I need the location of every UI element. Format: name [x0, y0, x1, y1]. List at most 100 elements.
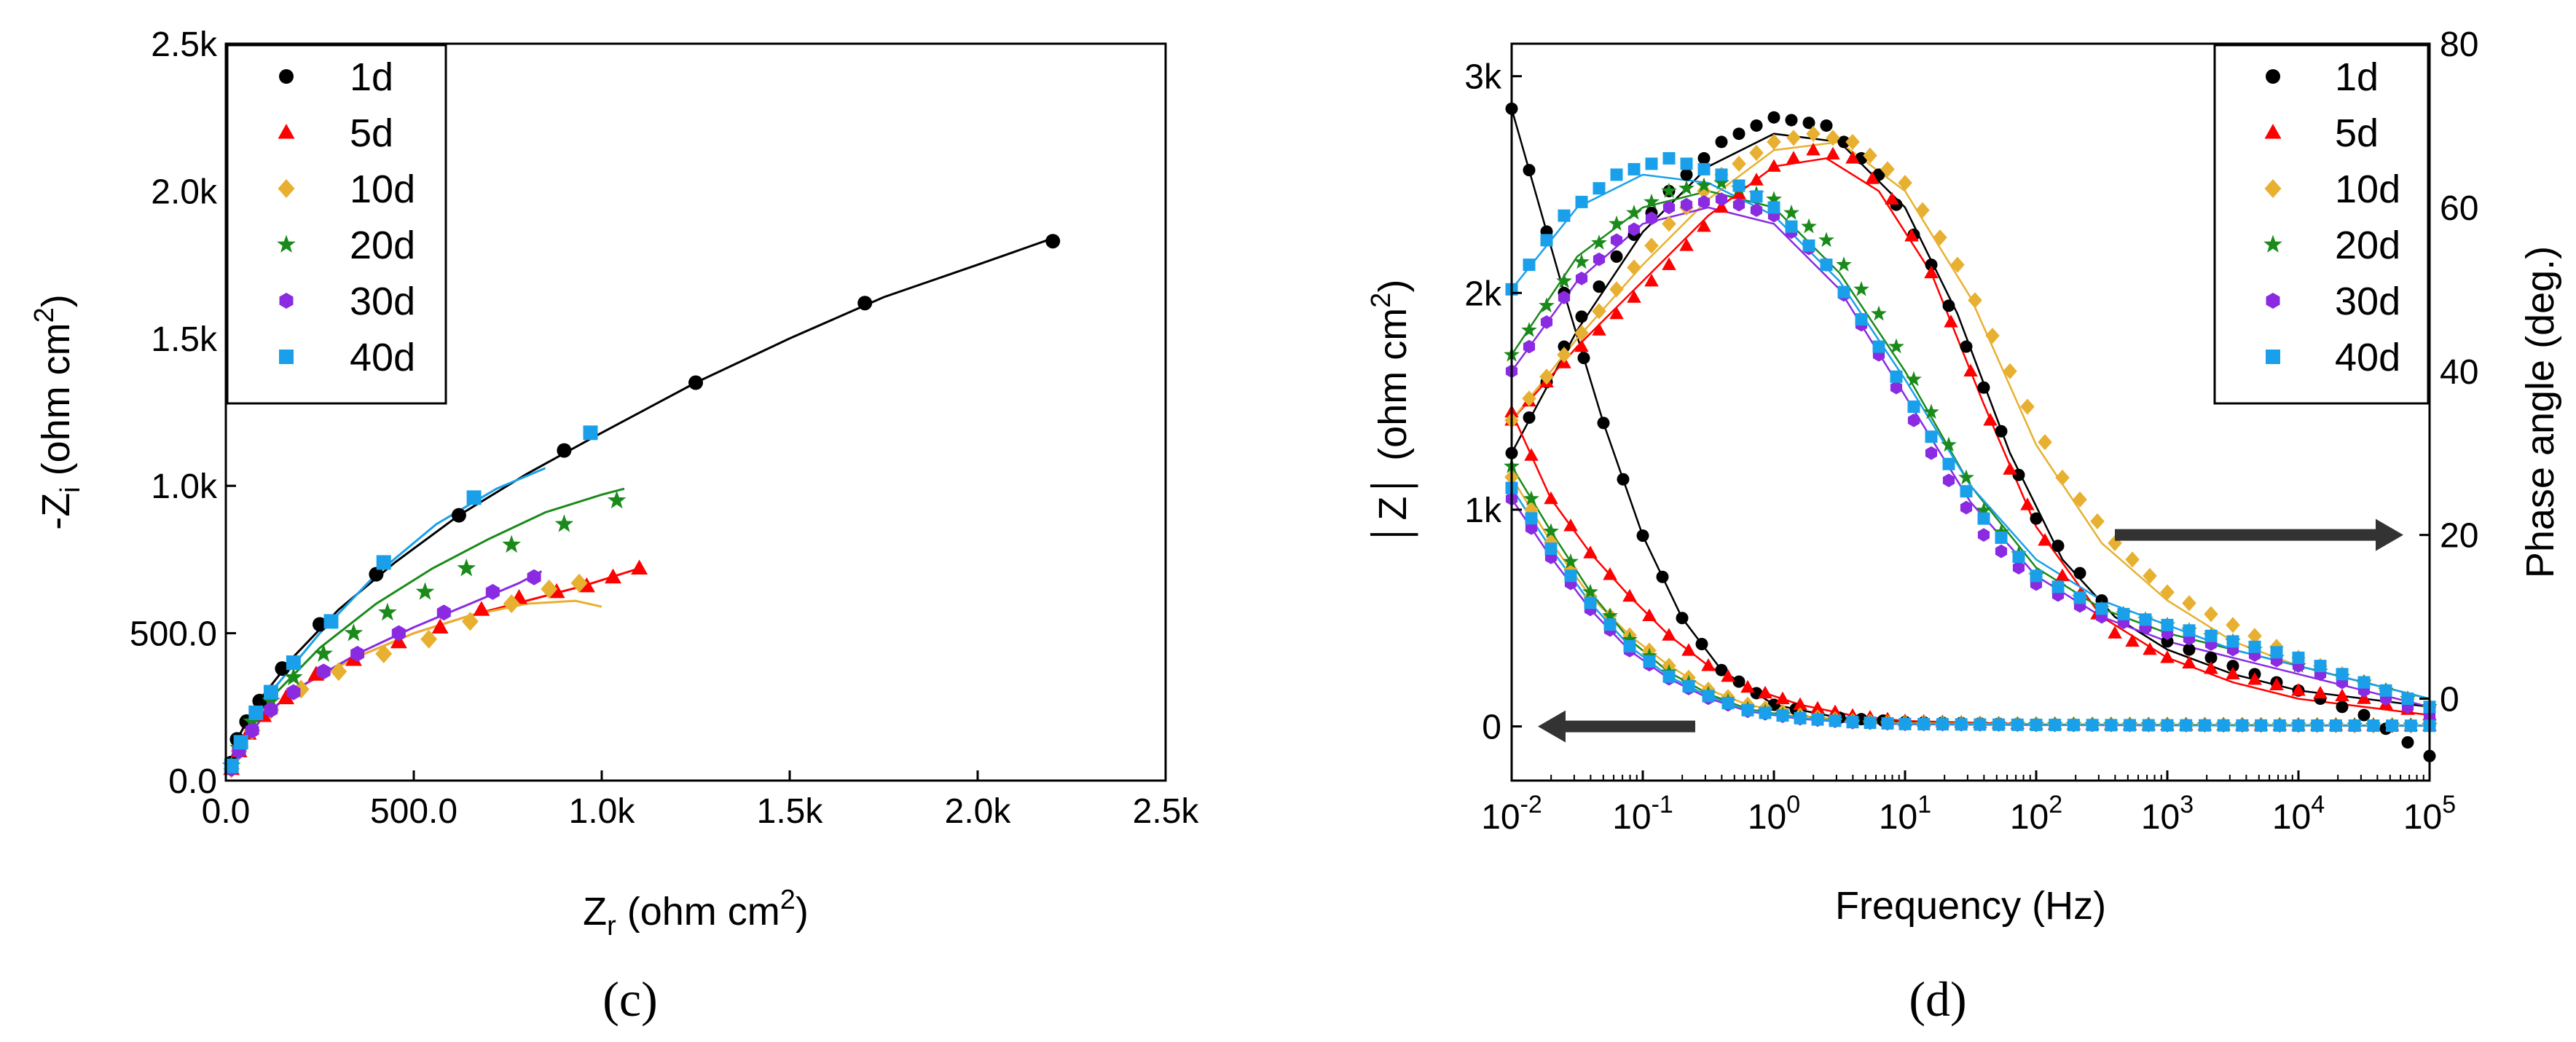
- bode-phase-point-20d: [1958, 469, 1974, 485]
- bode-phase-point-5d: [1767, 159, 1781, 172]
- bode-phase-point-5d: [2055, 568, 2070, 582]
- nyquist-point-30d: [485, 583, 500, 600]
- bode-phase-point-5d: [1786, 151, 1801, 164]
- bode-modulus-point-5d: [1793, 697, 1807, 711]
- bode-modulus-point-40d: [1623, 639, 1636, 652]
- nyquist-y-tick-label: 1.0k: [151, 467, 218, 506]
- bode-phase-point-20d: [1818, 232, 1834, 248]
- bode-phase-point-1d: [1785, 114, 1798, 127]
- bode-modulus-point-5d: [1828, 704, 1842, 717]
- bode-phase-point-5d: [2143, 642, 2157, 655]
- bode-modulus-point-40d: [2049, 719, 2062, 732]
- bode-phase-point-40d: [1645, 157, 1658, 170]
- panel-caption-c: (c): [602, 971, 657, 1027]
- bode-phase-point-20d: [1626, 204, 1642, 220]
- bode-phase-point-40d: [1925, 430, 1938, 443]
- bode-left-axis-label: │Z│ (ohm cm2): [1366, 280, 1418, 545]
- bode-modulus-point-5d: [1775, 691, 1790, 705]
- nyquist-legend-marker-5d: [278, 124, 295, 139]
- bode-phase-point-1d: [1977, 381, 1990, 394]
- bode-right-tick-label: 0: [2440, 681, 2459, 719]
- nyquist-legend-marker-30d: [279, 293, 294, 309]
- bode-phase-point-20d: [1591, 234, 1607, 250]
- bode-phase-point-20d: [1923, 403, 1939, 419]
- bode-phase-point-30d: [1593, 252, 1606, 267]
- bode-phase-point-5d: [1732, 186, 1746, 200]
- bode-modulus-point-40d: [2348, 719, 2361, 733]
- bode-phase-point-1d: [2073, 567, 2086, 580]
- bode-phase-point-30d: [1662, 200, 1676, 215]
- nyquist-x-tick-label: 2.5k: [1133, 792, 1200, 831]
- bode-x-tick-label: 10-2: [1481, 791, 1542, 837]
- bode-modulus-point-40d: [2105, 719, 2118, 732]
- bode-right-axis-label: Phase angle (deg.): [2518, 246, 2562, 578]
- bode-modulus-point-40d: [2030, 719, 2043, 732]
- nyquist-plot-frame: [224, 42, 1167, 782]
- nyquist-point-30d: [264, 701, 278, 718]
- bode-phase-point-10d: [1749, 144, 1764, 161]
- bode-modulus-point-40d: [1811, 713, 1824, 726]
- nyquist-point-1d: [557, 443, 572, 458]
- bode-legend-marker-1d: [2266, 69, 2280, 84]
- bode-phase-point-20d: [1836, 256, 1852, 272]
- bode-phase-fit-5d: [1511, 157, 2430, 717]
- bode-phase-point-5d: [2226, 666, 2240, 680]
- nyquist-point-20d: [344, 623, 364, 642]
- nyquist-point-1d: [857, 296, 873, 311]
- bode-phase-point-5d: [1983, 413, 1998, 426]
- bode-left-tick-label: 0: [1482, 709, 1501, 747]
- bode-phase-point-40d: [2139, 613, 2152, 626]
- bode-phase-point-10d: [1522, 390, 1536, 407]
- nyquist-legend-label-30d: 30d: [350, 280, 415, 323]
- bode-phase-point-20d: [1888, 338, 1904, 354]
- bode-phase-point-1d: [1575, 310, 1588, 323]
- nyquist-legend-marker-1d: [279, 69, 294, 84]
- bode-phase-point-20d: [1696, 177, 1712, 193]
- bode-phase-point-10d: [2143, 567, 2157, 584]
- bode-phase-point-40d: [1767, 201, 1780, 214]
- bode-phase-point-10d: [1826, 130, 1840, 146]
- bode-left-tick-label: 1k: [1464, 492, 1502, 530]
- bode-phase-point-5d: [2313, 685, 2328, 699]
- bode-panel: 10-2 10-1 100 101 102 103 104 105 0 1k 2k 3k 0 20 40 60…: [1366, 25, 2562, 1027]
- bode-phase-point-20d: [1678, 180, 1695, 195]
- nyquist-point-30d: [316, 663, 331, 680]
- bode-phase-point-1d: [2012, 468, 2025, 481]
- bode-phase-point-40d: [1855, 313, 1868, 326]
- bode-modulus-point-40d: [1603, 618, 1617, 631]
- nyquist-legend-label-40d: 40d: [350, 336, 415, 379]
- bode-phase-point-20d: [1801, 218, 1817, 234]
- bode-modulus-point-40d: [1955, 718, 1968, 731]
- bode-phase-point-30d: [1523, 339, 1536, 354]
- bode-phase-point-40d: [1680, 157, 1693, 170]
- bode-modulus-point-1d: [1676, 612, 1689, 625]
- bode-modulus-point-40d: [1846, 716, 1859, 729]
- bode-modulus-point-40d: [2198, 719, 2211, 732]
- bode-phase-point-5d: [2038, 532, 2052, 546]
- bode-modulus-point-40d: [1794, 711, 1807, 725]
- bode-modulus-point-40d: [1721, 697, 1735, 710]
- bode-phase-point-1d: [1837, 135, 1850, 149]
- bode-phase-point-5d: [1627, 290, 1641, 303]
- bode-modulus-point-40d: [2011, 718, 2024, 731]
- bode-right-tick-label: 40: [2440, 353, 2478, 392]
- bode-phase-point-40d: [1558, 209, 1571, 222]
- bode-phase-point-40d: [2379, 684, 2392, 697]
- bode-phase-point-5d: [2291, 683, 2306, 696]
- nyquist-x-tick-label: 1.5k: [757, 792, 824, 831]
- bode-legend-label-20d: 20d: [2335, 224, 2400, 267]
- nyquist-point-40d: [248, 705, 264, 720]
- bode-phase-point-40d: [2051, 580, 2065, 593]
- bode-phase-point-10d: [2003, 363, 2017, 379]
- bode-phase-point-40d: [2226, 635, 2239, 648]
- bode-phase-point-10d: [1539, 368, 1554, 385]
- bode-modulus-point-40d: [1544, 542, 1558, 556]
- bode-x-tick-label: 100: [1748, 791, 1800, 837]
- nyquist-legend-label-20d: 20d: [350, 224, 415, 267]
- bode-phase-point-40d: [2012, 550, 2025, 564]
- bode-phase-point-40d: [2357, 676, 2371, 689]
- bode-phase-point-10d: [2073, 491, 2087, 508]
- bode-arrow-right: [2115, 518, 2403, 551]
- bode-phase-point-5d: [2182, 655, 2196, 669]
